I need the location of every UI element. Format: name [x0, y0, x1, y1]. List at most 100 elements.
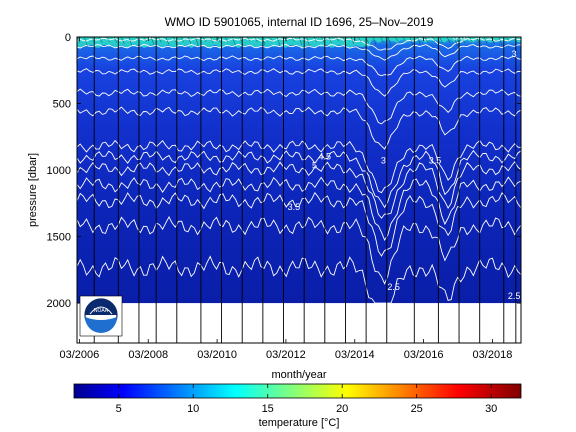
- noaa-logo: NOAA: [79, 295, 123, 337]
- colorbar: [73, 383, 522, 399]
- surface-contour-stroke: [106, 37, 110, 43]
- surface-contour-stroke: [491, 37, 495, 44]
- y-tick-label: 500: [53, 99, 71, 111]
- isotherm-line: [77, 106, 521, 150]
- surface-contour-stroke: [172, 37, 177, 43]
- surface-contour-stroke: [313, 37, 318, 42]
- y-tick-label: 1500: [47, 232, 71, 244]
- profile-lines: [77, 37, 517, 343]
- isotherm-line: [77, 139, 521, 194]
- surface-contour-stroke: [402, 37, 406, 42]
- surface-contour-stroke: [357, 37, 362, 42]
- surface-contour-stroke: [372, 37, 377, 45]
- surface-contour-stroke: [135, 37, 140, 42]
- surface-contour-stroke: [158, 37, 162, 43]
- x-tick-label: 03/2018: [473, 349, 513, 361]
- colorbar-ticks: 5 10 15 20 25 30: [116, 384, 497, 415]
- surface-contour-stroke: [409, 37, 414, 46]
- surface-contour-stroke: [461, 37, 466, 43]
- surface-contour-stroke: [195, 37, 199, 47]
- x-tick-label: 03/2006: [60, 349, 100, 361]
- surface-contour-stroke: [439, 37, 443, 43]
- surface-contour-stroke: [113, 37, 118, 43]
- plot-area: 4.55 3.5 3 3.5 2.5 3.5 3 2.5: [77, 37, 521, 343]
- surface-contour-stroke: [269, 37, 273, 42]
- isotherm-line: [77, 55, 521, 77]
- x-axis-label: month/year: [271, 369, 326, 381]
- x-tick-label: 03/2016: [404, 349, 444, 361]
- surface-contour-stroke: [328, 37, 332, 43]
- colorbar-tick-label: 30: [485, 403, 497, 415]
- surface-contour-stroke: [217, 37, 221, 43]
- y-axis-label: pressure [dbar]: [27, 153, 39, 227]
- surface-contour-stroke: [513, 37, 517, 43]
- surface-contour-stroke: [320, 37, 325, 43]
- contour-labels: 4.55 3.5 3 3.5 2.5 3.5 3 2.5: [288, 37, 521, 301]
- surface-contour-stroke: [468, 37, 473, 42]
- y-tick-label: 2000: [47, 298, 71, 310]
- x-tick-label: 03/2008: [128, 349, 168, 361]
- y-tick-label: 1000: [47, 165, 71, 177]
- surface-contour-stroke: [498, 37, 503, 45]
- surface-contour-stroke: [121, 37, 125, 45]
- y-axis: 0 500 1000 1500 2000: [47, 32, 521, 310]
- contour-label: 5: [312, 161, 317, 171]
- surface-contour-stroke: [394, 37, 399, 42]
- colorbar-label: temperature [°C]: [259, 417, 340, 429]
- surface-contour-stroke: [380, 37, 384, 43]
- contour-label: 3: [512, 49, 517, 59]
- surface-contour-stroke: [365, 37, 369, 44]
- isotherm-line: [77, 176, 521, 241]
- surface-contour-stroke: [239, 37, 244, 45]
- surface-contour-stroke: [128, 37, 133, 46]
- contour-label: 4.5: [319, 151, 332, 161]
- surface-contour-stroke: [335, 37, 340, 42]
- surface-contour-stroke: [232, 37, 236, 46]
- surface-contour-stroke: [202, 37, 207, 42]
- contour-label: 2.5: [387, 282, 400, 292]
- surface-contour-stroke: [454, 37, 458, 47]
- surface-contour-stroke: [483, 37, 488, 44]
- surface-contour-stroke: [343, 37, 347, 47]
- isotherm-line: [77, 43, 521, 61]
- isotherm-line: [77, 37, 521, 51]
- surface-contour-stroke: [98, 37, 103, 43]
- surface-contour-stroke: [446, 37, 451, 43]
- contour-label: 3.5: [429, 155, 442, 165]
- surface-contour-stroke: [417, 37, 421, 45]
- surface-contour-stroke: [276, 37, 281, 45]
- surface-contour-stroke: [209, 37, 214, 43]
- surface-contour-stroke: [261, 37, 266, 46]
- colorbar-tick-label: 15: [262, 403, 274, 415]
- surface-contour-stroke: [84, 37, 88, 47]
- isotherm-line: [77, 191, 521, 257]
- surface-contour-stroke: [431, 37, 436, 42]
- surface-contour-stroke: [150, 37, 155, 46]
- surface-contour-stroke: [165, 37, 170, 45]
- contour-label: 3: [381, 155, 386, 165]
- surface-contour-stroke: [387, 37, 392, 45]
- chart-title: WMO ID 5901065, internal ID 1696, 25–Nov…: [165, 15, 434, 29]
- colorbar-tick-label: 10: [187, 403, 199, 415]
- surface-contour-stroke: [306, 37, 310, 46]
- colorbar-tick-label: 25: [411, 403, 423, 415]
- plot-frame: [76, 36, 522, 344]
- isotherm-line: [77, 88, 521, 125]
- surface-contour-stroke: [143, 37, 147, 42]
- surface-contour-stroke: [224, 37, 229, 42]
- surface-contour-stroke: [350, 37, 355, 44]
- isotherm-line: [77, 161, 521, 219]
- surface-contour-stroke: [254, 37, 258, 43]
- colorbar-tick-label: 5: [116, 403, 122, 415]
- contour-label: 2.5: [508, 291, 521, 301]
- surface-contour-stroke: [424, 37, 429, 43]
- x-tick-label: 03/2014: [335, 349, 375, 361]
- x-tick-label: 03/2010: [197, 349, 237, 361]
- colorbar-tick-label: 20: [336, 403, 348, 415]
- surface-contour-stroke: [476, 37, 480, 44]
- surface-contour-stroke: [291, 37, 295, 42]
- temperature-field: [77, 37, 521, 304]
- x-axis: 03/2006 03/2008 03/2010 03/2012 03/2014 03/20…: [60, 37, 513, 361]
- y-tick-label: 0: [65, 32, 71, 44]
